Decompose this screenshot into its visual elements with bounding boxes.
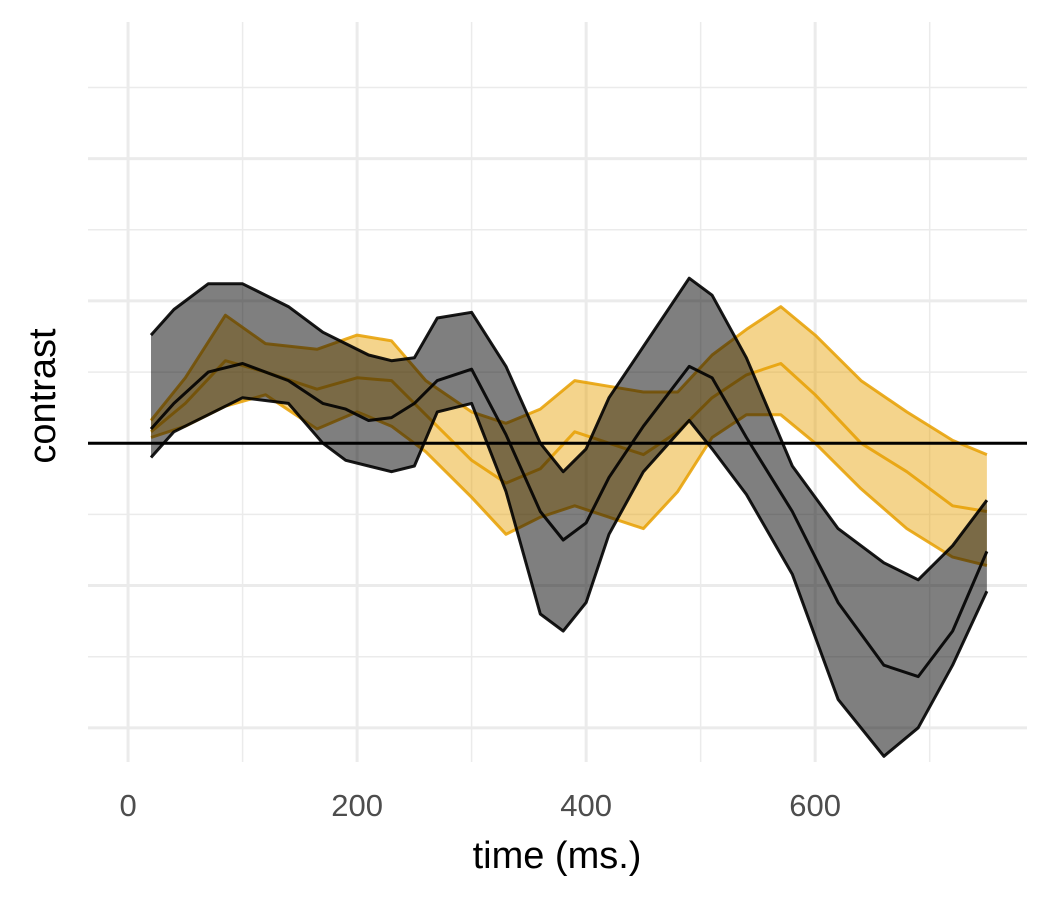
x-axis-title: time (ms.) xyxy=(473,835,642,877)
series-layer xyxy=(149,276,989,758)
x-tick-label: 600 xyxy=(789,788,841,823)
series-1 xyxy=(149,276,989,758)
series-1-ribbon xyxy=(151,278,987,757)
y-axis-title: contrast xyxy=(22,328,64,464)
series-1-mean-line xyxy=(149,362,989,679)
x-tick-label: 400 xyxy=(560,788,612,823)
x-tick-label: 0 xyxy=(119,788,136,823)
x-tick-labels: 0 200 400 600 xyxy=(119,788,841,823)
series-1-lower-line xyxy=(149,396,989,758)
x-tick-label: 200 xyxy=(331,788,383,823)
